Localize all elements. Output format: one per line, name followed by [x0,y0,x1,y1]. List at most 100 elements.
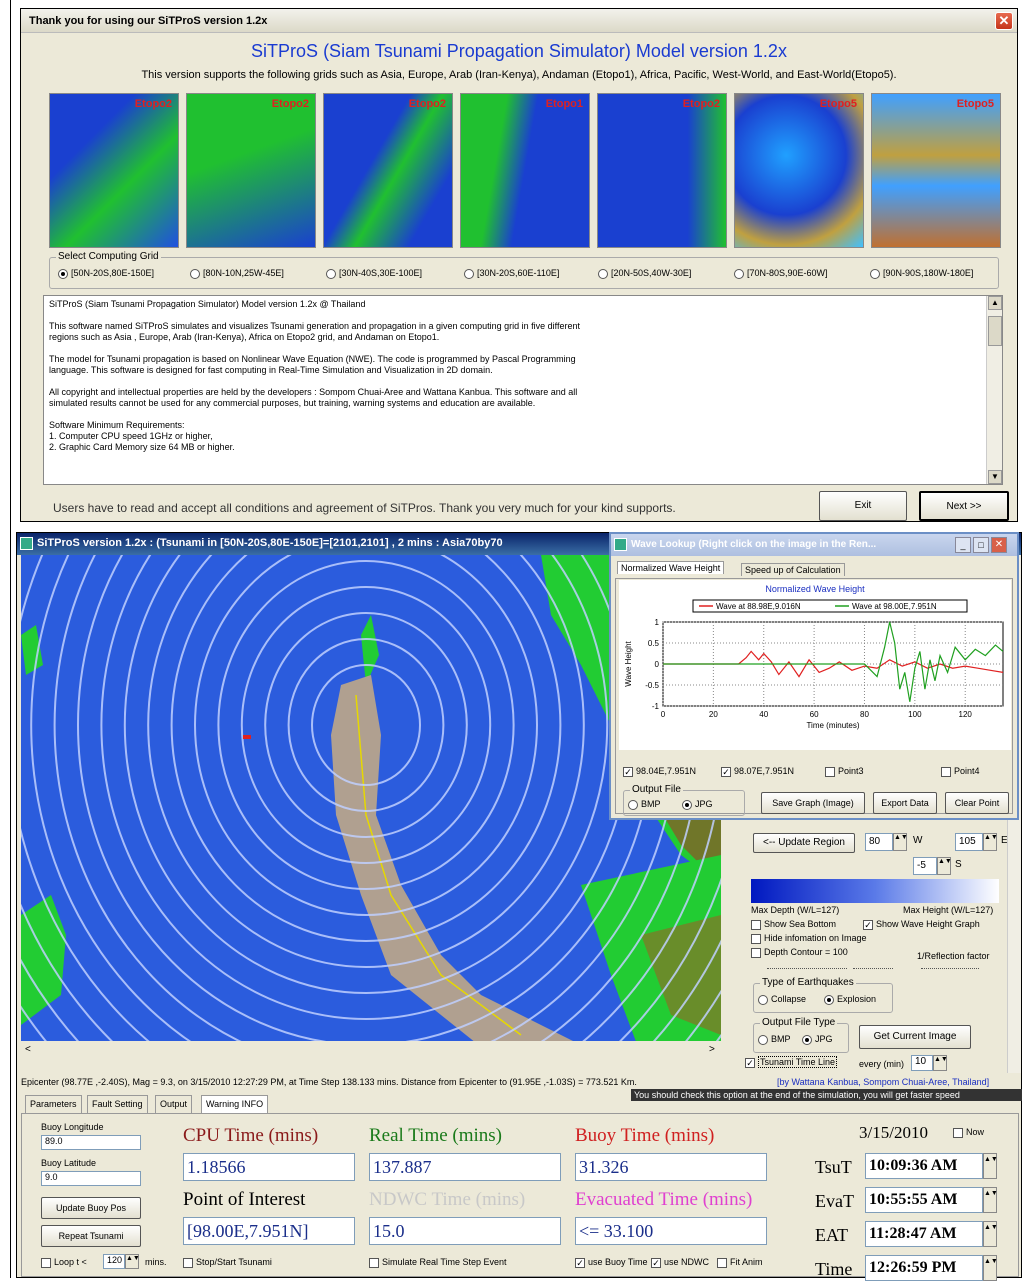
export-data-button[interactable]: Export Data [873,792,937,814]
time-field[interactable]: 10:09:36 AM [865,1153,983,1179]
earthquake-type-group: Type of Earthquakes Collapse Explosion [753,977,893,1013]
update-region-button[interactable]: <-- Update Region [753,833,855,853]
time-field[interactable]: 11:28:47 AM [865,1221,983,1247]
loop-spinner[interactable]: ▲▼ [125,1254,140,1269]
series-line [663,650,1004,678]
buoy-lon-field[interactable]: 89.0 [41,1135,141,1150]
collapse-radio[interactable]: Collapse [758,994,806,1005]
w-spinner[interactable]: ▲▼ [893,833,908,851]
lookup-bmp-radio[interactable]: BMP [628,799,661,810]
main-tab[interactable]: Fault Setting [87,1095,148,1113]
get-current-image-button[interactable]: Get Current Image [859,1025,971,1049]
s-value-field[interactable]: -5 [913,857,937,875]
point-checkbox[interactable]: ✓ 98.07E,7.951N [721,766,794,777]
lookup-jpg-radio[interactable]: JPG [682,799,713,810]
repeat-tsunami-button[interactable]: Repeat Tsunami [41,1225,141,1247]
show-wave-graph-checkbox[interactable]: ✓ Show Wave Height Graph [863,919,980,930]
lookup-tab-normalized[interactable]: Normalized Wave Height [617,561,725,574]
simulate-checkbox[interactable]: Simulate Real Time Step Event [369,1257,507,1268]
use-ndwc-checkbox[interactable]: ✓ use NDWC [651,1257,710,1268]
lookup-tab-speed[interactable]: Speed up of Calculation [741,563,845,576]
exit-button[interactable]: Exit [819,491,907,521]
wave-front [194,555,538,916]
main-tab[interactable]: Parameters [25,1095,82,1113]
point-checkbox[interactable]: ✓ 98.04E,7.951N [623,766,696,777]
ndwc-label: NDWC Time (mins) [369,1189,526,1210]
grid-radio[interactable]: [90N-90S,180W-180E] [870,268,973,279]
point-checkbox[interactable]: Point4 [941,766,980,777]
checkbox-icon: ✓ [721,766,731,777]
e-value-field[interactable]: 105 [955,833,983,851]
contour-slider[interactable] [767,963,847,969]
loop-checkbox[interactable]: Loop t < [41,1257,87,1268]
now-checkbox[interactable]: Now [953,1127,984,1138]
next-button[interactable]: Next >> [919,491,1009,521]
reflection-slider[interactable] [921,963,979,969]
license-paragraph: SiTProS (Siam Tsunami Propagation Simula… [49,299,366,309]
x-tick-label: 60 [810,710,819,719]
grid-radio[interactable]: [70N-80S,90E-60W] [734,268,828,279]
tsunami-time-line-checkbox[interactable]: ✓ Tsunami Time Line [745,1056,838,1068]
stop-start-checkbox[interactable]: Stop/Start Tsunami [183,1257,272,1268]
lookup-jpg-label: JPG [695,799,713,809]
y-tick-label: 1 [655,618,660,627]
every-label: every (min) [859,1059,905,1069]
close-icon[interactable]: ✕ [995,12,1013,30]
panel-jpg-radio[interactable]: JPG [802,1034,833,1045]
x-tick-label: 20 [709,710,718,719]
hide-info-checkbox[interactable]: Hide infomation on Image [751,933,867,944]
time-spinner[interactable]: ▲▼ [983,1153,998,1179]
wave-front [217,560,515,890]
max-height-label: Max Height (W/L=127) [903,905,994,915]
show-sea-bottom-checkbox[interactable]: Show Sea Bottom [751,919,836,930]
e-spinner[interactable]: ▲▼ [983,833,998,851]
y-axis-label: Wave Height [624,640,633,686]
s-spinner[interactable]: ▲▼ [937,857,952,875]
clear-point-button[interactable]: Clear Point [945,792,1009,814]
fit-anim-checkbox[interactable]: Fit Anim [717,1257,763,1268]
status-text: Epicenter (98.77E ,-2.40S), Mag = 9.3, o… [21,1077,637,1087]
grid-radio[interactable]: [30N-40S,30E-100E] [326,268,422,279]
time-spinner[interactable]: ▲▼ [983,1255,998,1281]
time-field[interactable]: 12:26:59 PM [865,1255,983,1281]
grid-radio[interactable]: [30N-20S,60E-110E] [464,268,559,279]
license-text[interactable]: SiTProS (Siam Tsunami Propagation Simula… [43,295,1003,485]
main-tab[interactable]: Warning INFO [201,1095,269,1113]
wave-height-chart[interactable]: Normalized Wave Height Wave at 88.98E,9.0… [619,580,1011,750]
tsunami-map[interactable]: < > [21,555,721,1055]
maximize-icon[interactable]: □ [973,537,989,553]
explosion-radio[interactable]: Explosion [824,994,876,1005]
use-buoy-checkbox[interactable]: ✓ use Buoy Time [575,1257,648,1268]
minimize-icon[interactable]: _ [955,537,971,553]
radio-icon [598,268,608,279]
lookup-close-icon[interactable]: ✕ [991,537,1007,553]
outer-frame [10,0,1022,1278]
update-buoy-button[interactable]: Update Buoy Pos [41,1197,141,1219]
point-checkbox[interactable]: Point3 [825,766,864,777]
main-tab[interactable]: Output [155,1095,193,1113]
grid-thumbnail: Etopo2 [186,93,316,248]
scrollbar[interactable]: ▲ ▼ [986,296,1002,484]
w-value-field[interactable]: 80 [865,833,893,851]
every-field[interactable]: 10 [911,1055,933,1071]
buoy-lat-field[interactable]: 9.0 [41,1171,141,1186]
contour-slider-2[interactable] [853,963,893,969]
now-label: Now [966,1127,985,1137]
ndwc-field[interactable]: 15.0 [369,1217,561,1245]
stop-start-label: Stop/Start Tsunami [196,1257,272,1267]
wave-front [240,586,492,864]
s-label: S [955,859,962,870]
panel-bmp-radio[interactable]: BMP [758,1034,791,1045]
grid-radio[interactable]: [50N-20S,80E-150E] [58,268,154,279]
depth-contour-checkbox[interactable]: Depth Contour = 100 [751,947,848,958]
show-sea-bottom-label: Show Sea Bottom [764,919,837,929]
save-graph-button[interactable]: Save Graph (Image) [761,792,865,814]
time-field[interactable]: 10:55:55 AM [865,1187,983,1213]
grid-radio[interactable]: [20N-50S,40W-30E] [598,268,691,279]
time-spinner[interactable]: ▲▼ [983,1187,998,1213]
grid-group-label: Select Computing Grid [56,251,161,262]
grid-radio[interactable]: [80N-10N,25W-45E] [190,268,284,279]
every-spinner[interactable]: ▲▼ [933,1055,948,1071]
loop-field[interactable]: 120 [103,1254,125,1269]
time-spinner[interactable]: ▲▼ [983,1221,998,1247]
